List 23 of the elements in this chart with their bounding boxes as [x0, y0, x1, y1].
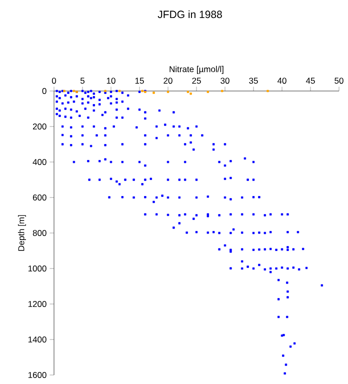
y-tick-label: 1600 [28, 372, 46, 378]
x-tick-label: 35 [249, 78, 258, 84]
y-tick-label: 200 [32, 123, 46, 130]
y-tick-label: 600 [32, 194, 46, 201]
y-axis-title: Depth [m] [18, 215, 26, 251]
x-tick-label: 45 [306, 78, 315, 84]
x-axis-title: Nitrate [µmol/l] [170, 66, 224, 74]
y-tick-label: 1200 [28, 300, 46, 308]
y-tick-label: 800 [32, 230, 46, 236]
x-tick-label: 20 [164, 78, 172, 84]
x-tick-label: 15 [135, 78, 144, 84]
y-tick-label: 0 [42, 88, 46, 94]
x-tick-label: 50 [334, 78, 344, 84]
x-tick-label: 10 [106, 78, 116, 84]
chart-title: JFDG in 1988 [158, 10, 222, 18]
x-tick-label: 25 [192, 78, 201, 84]
x-tick-label: 0 [52, 78, 56, 84]
x-tick-label: 5 [80, 78, 85, 84]
x-tick-label: 30 [220, 78, 230, 84]
y-tick-label: 400 [32, 158, 46, 166]
y-tick-label: 1400 [28, 336, 46, 343]
x-tick-label: 40 [277, 78, 286, 84]
y-tick-label: 1000 [28, 265, 46, 272]
